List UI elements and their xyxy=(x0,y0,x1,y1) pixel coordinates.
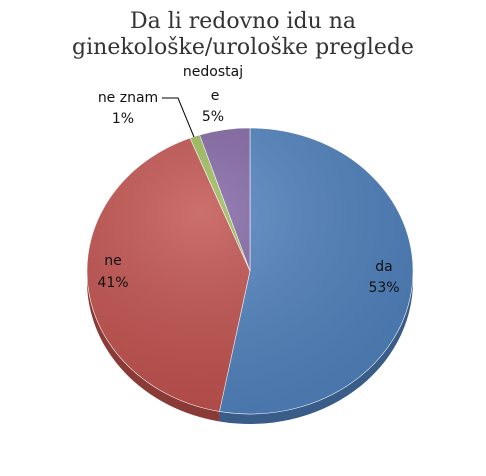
chart-title-line-2: ginekološke/urološke preglede xyxy=(72,35,414,60)
slice-leader-line-neznam xyxy=(162,97,195,138)
slice-label-da-value: 53% xyxy=(368,280,399,296)
slice-label-ne-value: 41% xyxy=(97,275,128,291)
slice-label-nedostaje-name-line1: nedostaj xyxy=(183,64,243,80)
slice-label-ne-name: ne xyxy=(104,253,122,269)
slice-label-nedostaje-value: 5% xyxy=(202,109,224,125)
chart-title-line-1: Da li redovno idu na xyxy=(130,9,356,34)
slice-label-neznam-name: ne znam xyxy=(98,90,158,106)
slice-label-nedostaje-name-line2: e xyxy=(211,88,220,104)
slice-label-da-name: da xyxy=(375,259,392,275)
slice-label-neznam-value: 1% xyxy=(112,111,134,127)
pie-slices xyxy=(86,127,414,415)
